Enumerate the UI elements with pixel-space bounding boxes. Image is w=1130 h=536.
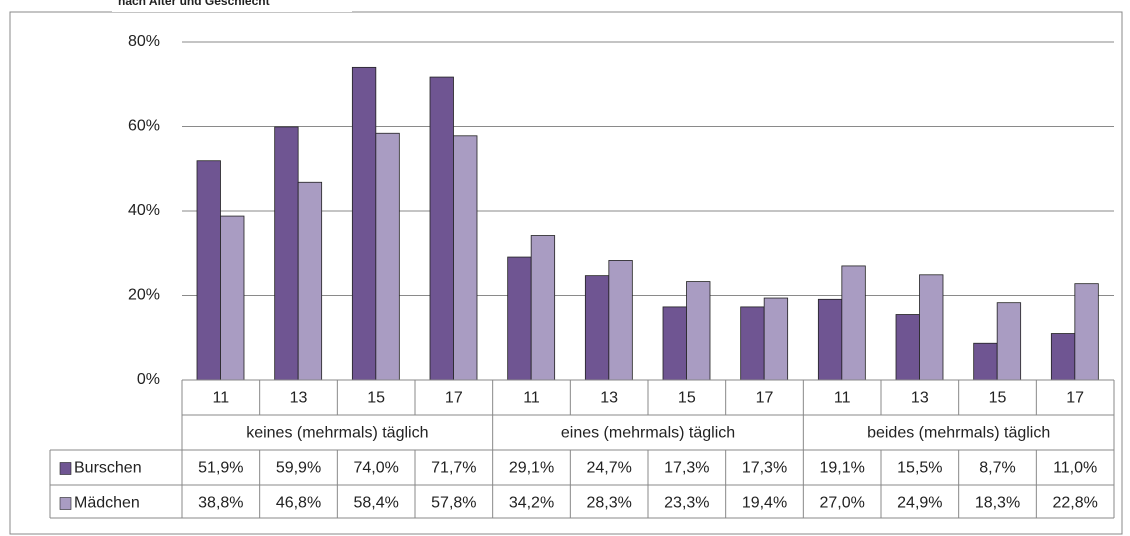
x-tick-label: 17 <box>756 390 774 407</box>
value-label: 17,3% <box>664 460 709 477</box>
x-tick-label: 11 <box>834 390 851 407</box>
value-label: 27,0% <box>819 495 864 512</box>
value-label: 22,8% <box>1052 495 1097 512</box>
bar <box>1050 333 1076 381</box>
bar <box>686 281 711 381</box>
x-tick-label: 13 <box>911 390 929 407</box>
chart-subtitle: nach Alter und Geschlecht <box>118 0 270 8</box>
value-label: 58,4% <box>353 495 398 512</box>
bar <box>297 181 323 381</box>
value-label: 38,8% <box>198 495 243 512</box>
title-background <box>112 0 352 12</box>
bar <box>375 132 400 381</box>
x-tick-label: 15 <box>989 390 1007 407</box>
bar <box>841 265 866 381</box>
group-label: beides (mehrmals) täglich <box>867 425 1050 442</box>
value-label: 24,9% <box>897 495 942 512</box>
bar <box>973 342 998 381</box>
value-label: 8,7% <box>979 460 1015 477</box>
bar <box>351 66 377 381</box>
bar <box>608 260 633 381</box>
value-label: 28,3% <box>586 495 631 512</box>
y-tick-label: 40% <box>128 202 160 219</box>
bar <box>919 274 944 381</box>
value-label: 15,5% <box>897 460 942 477</box>
legend-label: Burschen <box>74 460 142 477</box>
bar <box>196 160 221 381</box>
x-tick-label: 17 <box>1066 390 1084 407</box>
chart-frame <box>9 11 1123 535</box>
bar <box>429 76 454 381</box>
bar <box>530 235 556 381</box>
x-tick-label: 13 <box>600 390 618 407</box>
bar <box>274 126 299 381</box>
x-tick-label: 15 <box>678 390 696 407</box>
legend-swatch <box>59 462 72 475</box>
value-label: 19,4% <box>742 495 787 512</box>
value-label: 23,3% <box>664 495 709 512</box>
legend-label: Mädchen <box>74 495 140 512</box>
value-label: 59,9% <box>276 460 321 477</box>
value-label: 57,8% <box>431 495 476 512</box>
value-label: 18,3% <box>975 495 1020 512</box>
value-label: 11,0% <box>1053 460 1097 477</box>
bar <box>453 135 478 381</box>
x-tick-label: 11 <box>213 390 230 407</box>
bar <box>662 306 687 381</box>
x-tick-label: 15 <box>367 390 385 407</box>
value-label: 74,0% <box>353 460 398 477</box>
value-label: 71,7% <box>431 460 476 477</box>
bar <box>740 306 765 381</box>
bar <box>996 302 1022 381</box>
bar <box>584 275 610 381</box>
legend-swatch <box>59 497 72 510</box>
x-tick-label: 17 <box>445 390 463 407</box>
value-label: 24,7% <box>586 460 631 477</box>
y-tick-label: 20% <box>128 287 160 304</box>
y-tick-label: 80% <box>128 33 160 50</box>
y-tick-label: 60% <box>128 118 160 135</box>
value-label: 19,1% <box>819 460 864 477</box>
x-tick-label: 13 <box>290 390 308 407</box>
group-label: eines (mehrmals) täglich <box>561 425 735 442</box>
bar <box>763 297 789 381</box>
x-tick-label: 11 <box>523 390 540 407</box>
bar <box>507 256 532 381</box>
y-tick-label: 0% <box>137 371 160 388</box>
value-label: 17,3% <box>742 460 787 477</box>
value-label: 51,9% <box>198 460 243 477</box>
bar <box>220 215 245 381</box>
value-label: 46,8% <box>276 495 321 512</box>
bar <box>817 298 843 381</box>
value-label: 34,2% <box>509 495 554 512</box>
bar <box>1074 283 1099 381</box>
bar <box>895 314 920 381</box>
value-label: 29,1% <box>509 460 554 477</box>
group-label: keines (mehrmals) täglich <box>246 425 428 442</box>
